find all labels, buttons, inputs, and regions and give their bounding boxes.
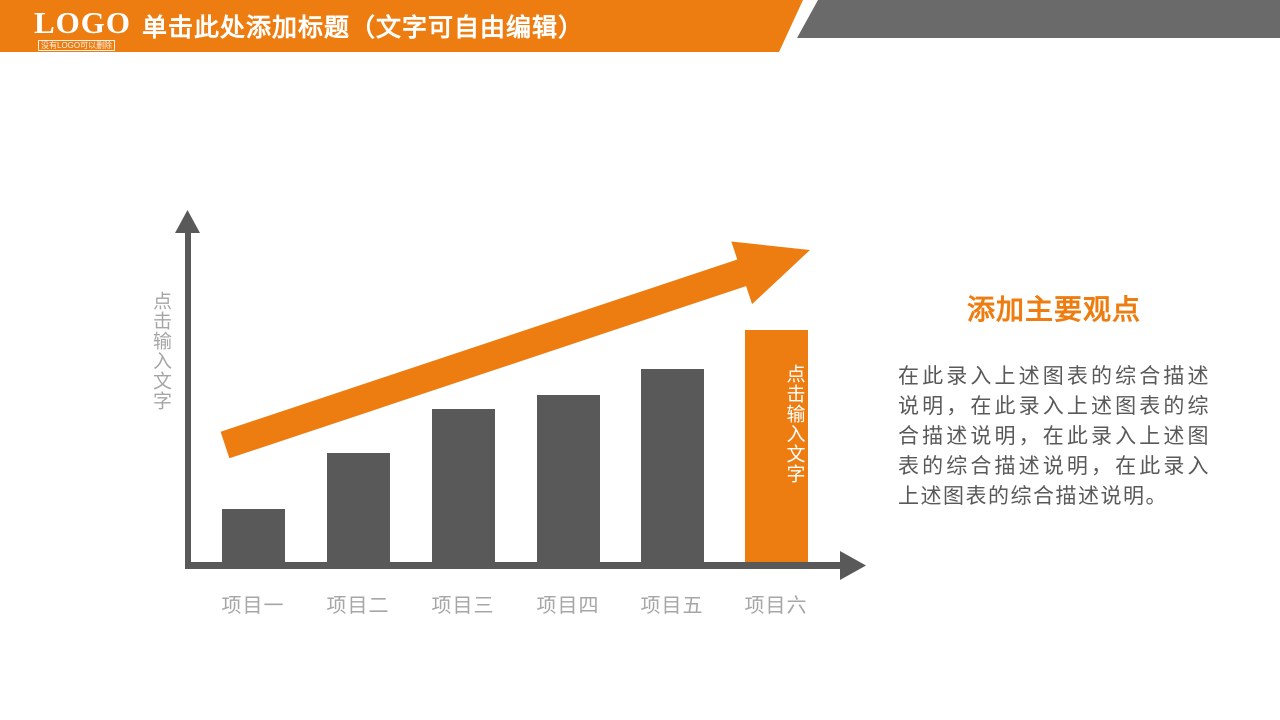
panel-body-line: 上述图表的综合描述说明。 xyxy=(898,485,1168,508)
x-axis-arrowhead-icon xyxy=(840,551,866,580)
panel-body-line: 说明，在此录入上述图表的综 xyxy=(898,395,1210,418)
header-orange-band: LOGO 没有LOGO可以删除 单击此处添加标题（文字可自由编辑） xyxy=(0,0,803,52)
panel-heading: 添加主要观点 xyxy=(966,294,1141,325)
x-axis-tick-label: 项目三 xyxy=(431,595,495,617)
bar-项目三 xyxy=(431,409,495,562)
bar-项目一 xyxy=(221,509,285,562)
y-axis-line xyxy=(185,230,191,568)
y-axis-title: 点击输入文字 xyxy=(150,291,171,411)
trend-arrow-icon xyxy=(220,241,811,459)
slide-title: 单击此处添加标题（文字可自由编辑） xyxy=(142,14,585,42)
bar-项目六: 点击输入文字 xyxy=(744,330,808,562)
x-axis-tick-label: 项目四 xyxy=(536,595,600,617)
logo-subtext: 没有LOGO可以删除 xyxy=(38,40,116,51)
bar-项目二 xyxy=(326,453,390,562)
highlight-bar-label: 点击输入文字 xyxy=(783,364,805,484)
panel-body-line: 表的综合描述说明，在此录入 xyxy=(898,455,1210,478)
bar-项目四 xyxy=(536,395,600,562)
header-gray-band xyxy=(797,0,1280,38)
x-axis-tick-label: 项目二 xyxy=(326,595,390,617)
panel-body-line: 在此录入上述图表的综合描述 xyxy=(898,365,1210,388)
bar-项目五 xyxy=(640,369,704,562)
x-axis-line xyxy=(185,562,841,569)
x-axis-tick-label: 项目一 xyxy=(221,595,285,617)
x-axis-tick-label: 项目五 xyxy=(640,595,704,617)
panel-body-text: 在此录入上述图表的综合描述 说明，在此录入上述图表的综 合描述说明，在此录入上述图表… xyxy=(898,362,1210,512)
panel-body-line: 合描述说明，在此录入上述图 xyxy=(898,425,1210,448)
key-points-panel: 添加主要观点 在此录入上述图表的综合描述 说明，在此录入上述图表的综 合描述说明，在… xyxy=(898,288,1210,512)
x-axis-tick-label: 项目六 xyxy=(744,595,808,617)
y-axis-arrowhead-icon xyxy=(175,210,200,233)
